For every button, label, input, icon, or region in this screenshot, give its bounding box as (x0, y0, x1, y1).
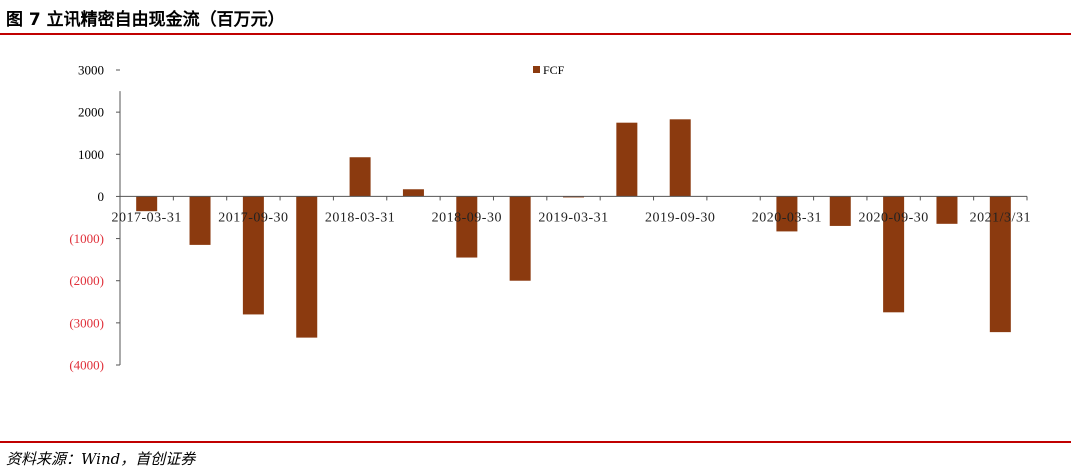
x-category-label: 2017-03-31 (112, 210, 182, 225)
y-tick-label: (4000) (69, 358, 104, 373)
y-tick-label: 2000 (78, 105, 104, 120)
x-category-label: 2017-09-30 (218, 210, 288, 225)
legend: FCF (533, 63, 565, 77)
figure-title: 图 7 立讯精密自由现金流（百万元） (6, 10, 285, 30)
zero-axis (119, 195, 1028, 201)
fcf-bar (509, 196, 531, 281)
y-tick-label: 0 (98, 189, 105, 204)
category-labels: 2017-03-31 2017-09-30 2018-03-31 2018-09-30… (112, 210, 1031, 225)
fcf-bar (136, 196, 158, 212)
fcf-bar (829, 196, 851, 226)
top-rule (0, 33, 1071, 35)
y-tick-label: (1000) (69, 231, 104, 246)
x-category-label: 2020-09-30 (858, 210, 928, 225)
fcf-bar (242, 196, 264, 315)
y-tick-label: 3000 (78, 63, 104, 78)
x-category-label: 2019-09-30 (645, 210, 715, 225)
y-tick-label: 1000 (78, 147, 104, 162)
x-category-label: 2018-09-30 (432, 210, 502, 225)
bars (136, 119, 1011, 338)
fcf-bar (669, 119, 691, 197)
x-category-label: 2019-03-31 (538, 210, 608, 225)
x-category-label: 2021/3/31 (970, 210, 1031, 225)
x-category-label: 2018-03-31 (325, 210, 395, 225)
bottom-rule (0, 441, 1071, 443)
fcf-bar (989, 196, 1011, 333)
fcf-bar (456, 196, 478, 258)
fcf-bar (883, 196, 905, 313)
legend-label: FCF (543, 63, 565, 77)
legend-swatch (533, 66, 540, 73)
fcf-bar (296, 196, 318, 338)
fcf-bar (936, 196, 958, 224)
fcf-bar (189, 196, 211, 245)
y-tick-label: (3000) (69, 315, 104, 330)
fcf-bar (402, 189, 424, 197)
fcf-bar (563, 196, 584, 198)
fcf-bar-chart: 3000 2000 1000 0 (1000) (2000) (3000) (4000) 20… (69, 63, 1031, 373)
y-axis: 3000 2000 1000 0 (1000) (2000) (3000) (4000) (69, 63, 121, 373)
fcf-bar (776, 196, 798, 232)
fcf-bar (349, 157, 371, 197)
fcf-bar (616, 122, 638, 197)
x-category-label: 2020-03-31 (752, 210, 822, 225)
y-tick-label: (2000) (69, 273, 104, 288)
source-note: 资料来源：Wind，首创证券 (6, 450, 196, 468)
